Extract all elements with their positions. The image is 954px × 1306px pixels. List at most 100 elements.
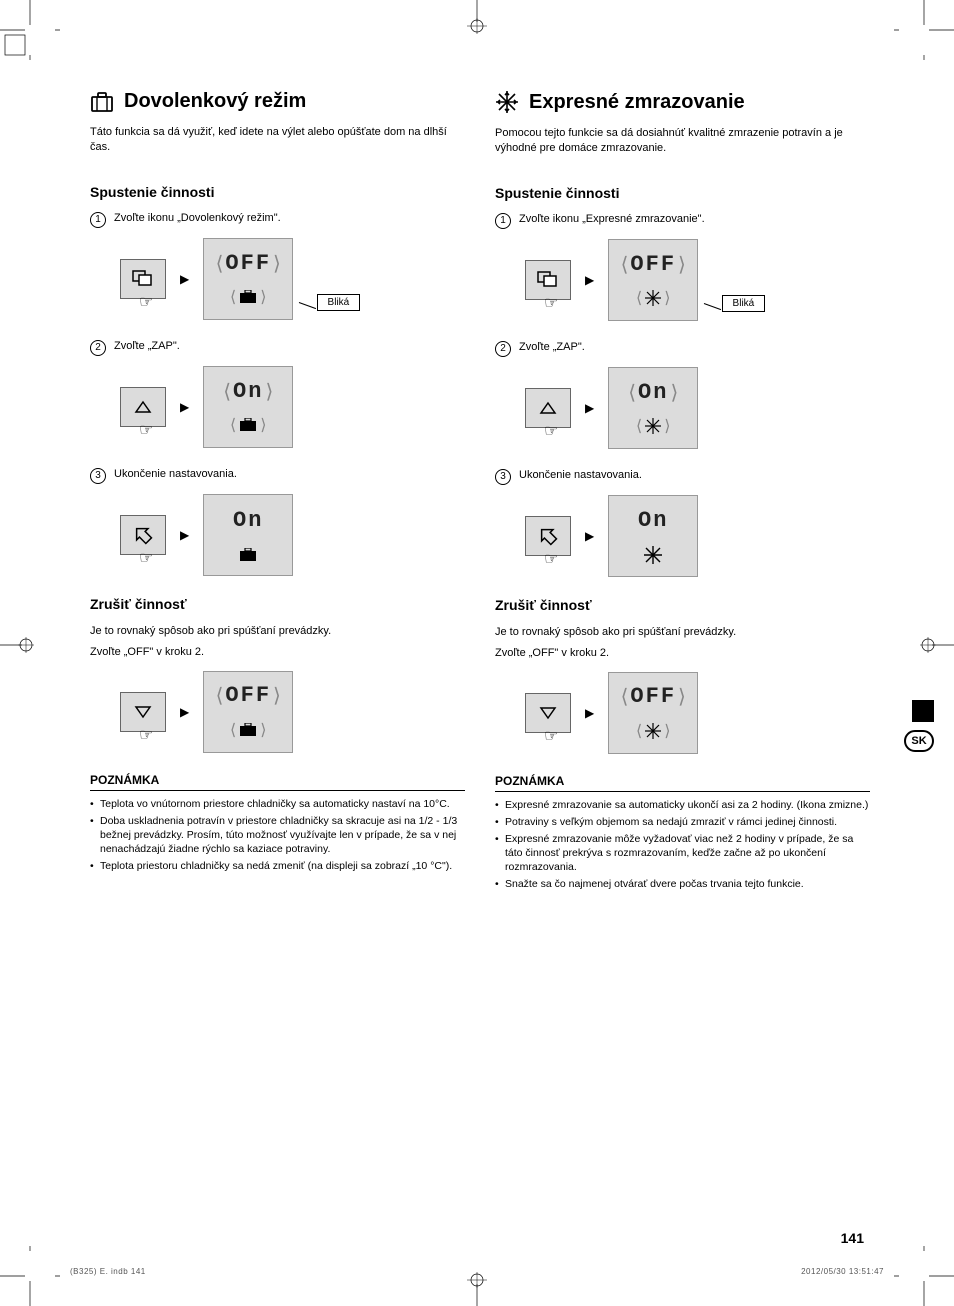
diagram-step2: ☜ ▶ ⟨On⟩ ⟨⟩ [525,367,870,449]
triangle-up-icon [539,401,557,415]
display-text: On [233,379,263,404]
note-item: Teplota priestoru chladničky sa nedá zme… [90,859,465,873]
display-panel: ⟨OFF⟩ ⟨⟩ [608,672,698,754]
snowflake-icon [645,418,661,434]
snowflake-icon [644,546,662,564]
page-content: Dovolenkový režim Táto funkcia sa dá vyu… [90,90,870,895]
hand-cursor-icon: ☜ [544,549,558,569]
step-number: 3 [495,469,511,485]
suitcase-icon [239,418,257,432]
display-panel: ⟨OFF⟩ ⟨⟩ Bliká [608,239,698,321]
note-item: Potraviny s veľkým objemom sa nedajú zmr… [495,815,870,829]
suitcase-icon [90,91,114,113]
menu-icon [132,270,154,288]
display-panel: ⟨On⟩ ⟨⟩ [203,366,293,448]
arrow-icon: ▶ [585,401,594,415]
down-button[interactable]: ☜ [525,693,571,733]
arrow-icon: ▶ [585,273,594,287]
arrow-icon: ▶ [180,272,189,286]
display-text: OFF [630,684,676,709]
display-text: On [638,508,668,533]
diagram-step1: ☜ ▶ ⟨OFF⟩ ⟨⟩ Bliká [525,239,870,321]
diagram-step3: ☜ ▶ On [120,494,465,576]
arrow-icon: ▶ [585,529,594,543]
language-badge: SK [904,730,934,752]
start-subhead: Spustenie činnosti [495,185,870,201]
blink-callout: Bliká [299,294,361,311]
hand-cursor-icon: ☜ [544,726,558,746]
diagram-step3: ☜ ▶ On [525,495,870,577]
hand-cursor-icon: ☜ [139,292,153,312]
step-3: 3 Ukončenie nastavovania. [90,468,465,484]
note-heading: POZNÁMKA [495,774,870,792]
arrow-icon: ▶ [180,528,189,542]
diagram-step1: ☜ ▶ ⟨OFF⟩ ⟨⟩ Bliká [120,238,465,320]
triangle-up-icon [134,400,152,414]
menu-button[interactable]: ☜ [525,260,571,300]
cancel-text-1: Je to rovnaký spôsob ako pri spúšťaní pr… [495,625,870,640]
hand-cursor-icon: ☜ [139,420,153,440]
hand-cursor-icon: ☜ [139,548,153,568]
section-title: Expresné zmrazovanie [529,91,745,114]
note-item: Expresné zmrazovanie môže vyžadovať viac… [495,832,870,875]
down-button[interactable]: ☜ [120,692,166,732]
step-text: Zvoľte ikonu „Expresné zmrazovanie". [519,213,705,225]
heading-row: Expresné zmrazovanie [495,90,870,114]
snowflake-icon [645,723,661,739]
display-panel: On [608,495,698,577]
step-1: 1 Zvoľte ikonu „Dovolenkový režim". [90,212,465,228]
step-number: 3 [90,468,106,484]
step-number: 1 [90,212,106,228]
arrow-icon: ▶ [585,706,594,720]
display-panel: ⟨OFF⟩ ⟨⟩ [203,671,293,753]
intro-text: Pomocou tejto funkcie sa dá dosiahnúť kv… [495,126,870,157]
triangle-down-icon [134,705,152,719]
note-item: Snažte sa čo najmenej otvárať dvere poča… [495,877,870,891]
step-text: Ukončenie nastavovania. [114,468,237,480]
column-vacation-mode: Dovolenkový režim Táto funkcia sa dá vyu… [90,90,465,895]
blink-callout: Bliká [704,295,766,312]
intro-text: Táto funkcia sa dá využiť, keď idete na … [90,125,465,156]
step-text: Zvoľte „ZAP". [519,341,585,353]
callout-label: Bliká [317,294,361,311]
diagram-cancel: ☜ ▶ ⟨OFF⟩ ⟨⟩ [525,672,870,754]
enter-button[interactable]: ☜ [120,515,166,555]
step-3: 3 Ukončenie nastavovania. [495,469,870,485]
enter-icon [133,525,153,545]
up-button[interactable]: ☜ [525,388,571,428]
note-list: Expresné zmrazovanie sa automaticky ukon… [495,798,870,892]
menu-button[interactable]: ☜ [120,259,166,299]
step-text: Zvoľte „ZAP". [114,340,180,352]
suitcase-icon [239,723,257,737]
note-item: Teplota vo vnútornom priestore chladničk… [90,797,465,811]
snowflake-icon [495,90,519,114]
suitcase-icon [239,290,257,304]
up-button[interactable]: ☜ [120,387,166,427]
note-list: Teplota vo vnútornom priestore chladničk… [90,797,465,874]
display-text: OFF [225,683,271,708]
step-number: 1 [495,213,511,229]
start-subhead: Spustenie činnosti [90,184,465,200]
cancel-subhead: Zrušiť činnosť [90,596,465,612]
diagram-cancel: ☜ ▶ ⟨OFF⟩ ⟨⟩ [120,671,465,753]
footer-right: 2012/05/30 13:51:47 [801,1267,884,1276]
cancel-text-1: Je to rovnaký spôsob ako pri spúšťaní pr… [90,624,465,639]
note-item: Doba uskladnenia potravín v priestore ch… [90,814,465,857]
step-number: 2 [90,340,106,356]
enter-button[interactable]: ☜ [525,516,571,556]
step-2: 2 Zvoľte „ZAP". [90,340,465,356]
display-text: OFF [630,252,676,277]
arrow-icon: ▶ [180,705,189,719]
snowflake-icon [645,290,661,306]
display-panel: ⟨On⟩ ⟨⟩ [608,367,698,449]
display-panel: On [203,494,293,576]
page-number: 141 [841,1230,864,1246]
hand-cursor-icon: ☜ [139,725,153,745]
step-1: 1 Zvoľte ikonu „Expresné zmrazovanie". [495,213,870,229]
column-express-freezing: Expresné zmrazovanie Pomocou tejto funkc… [495,90,870,895]
cancel-subhead: Zrušiť činnosť [495,597,870,613]
cancel-text-2: Zvoľte „OFF" v kroku 2. [90,645,465,660]
enter-icon [538,526,558,546]
cancel-text-2: Zvoľte „OFF" v kroku 2. [495,646,870,661]
step-text: Ukončenie nastavovania. [519,469,642,481]
